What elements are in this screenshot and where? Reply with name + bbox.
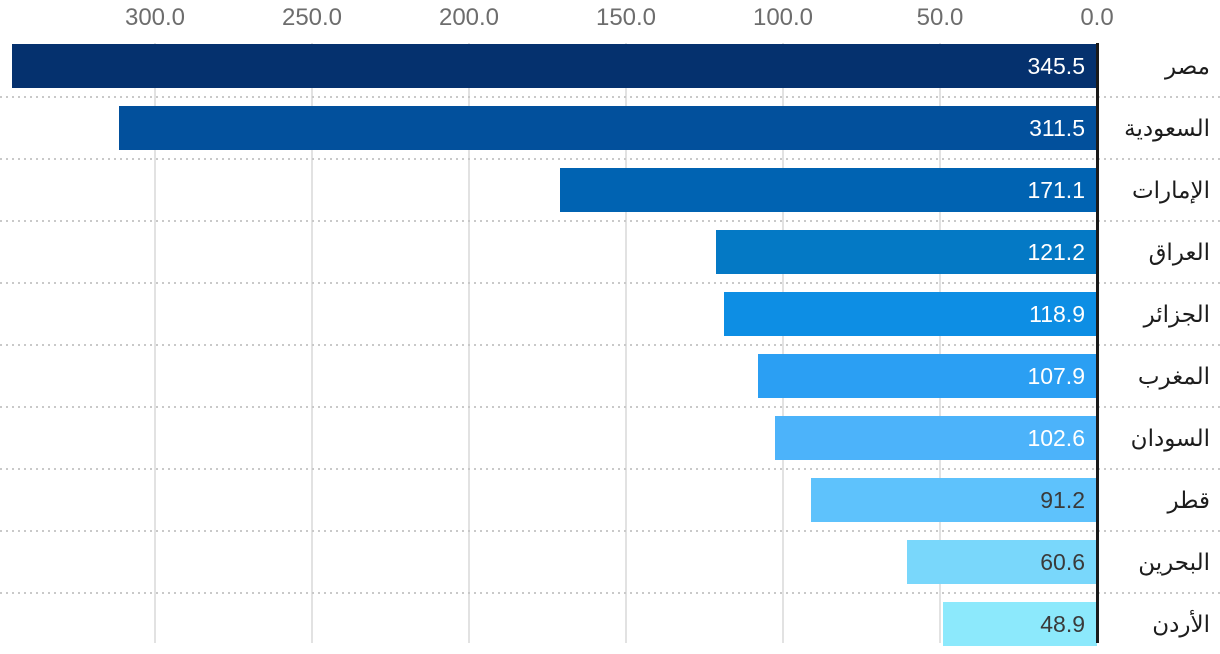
bar: [906, 539, 1097, 584]
row-separator: [0, 405, 1220, 408]
bar: [723, 292, 1097, 337]
row-separator: [0, 96, 1220, 99]
bar: [559, 168, 1097, 213]
row-separator: [0, 591, 1220, 594]
x-axis-tick-label: 200.0: [438, 4, 500, 31]
bar-value-label: 118.9: [1029, 301, 1085, 328]
x-axis-tick-label: 50.0: [916, 4, 964, 31]
category-label: مصر: [1165, 53, 1210, 80]
bar-value-label: 107.9: [1027, 363, 1085, 390]
row-separator: [0, 220, 1220, 223]
bar-value-label: 60.6: [1040, 548, 1085, 575]
x-axis-tick-label: 250.0: [281, 4, 343, 31]
y-axis-line: [1095, 43, 1099, 643]
row-separator: [0, 282, 1220, 285]
bar: [716, 230, 1097, 275]
bar: [774, 415, 1097, 460]
vertical-gridline: [625, 43, 627, 643]
category-label: الأردن: [1152, 610, 1210, 637]
bar-value-label: 48.9: [1040, 610, 1085, 637]
x-axis-tick-label: 150.0: [595, 4, 657, 31]
category-label: الإمارات: [1132, 177, 1210, 204]
category-label: السعودية: [1124, 115, 1210, 142]
bar: [810, 477, 1097, 522]
x-axis-tick-label: 0.0: [1080, 4, 1114, 31]
category-label: البحرين: [1138, 548, 1210, 575]
vertical-gridline: [311, 43, 313, 643]
bar-value-label: 345.5: [1027, 53, 1085, 80]
bar-value-label: 171.1: [1027, 177, 1085, 204]
bar: [943, 601, 1097, 646]
bar: [758, 354, 1097, 399]
bar-value-label: 311.5: [1029, 115, 1085, 142]
category-label: قطر: [1167, 486, 1210, 513]
vertical-gridline: [154, 43, 156, 643]
category-label: السودان: [1130, 424, 1210, 451]
row-separator: [0, 529, 1220, 532]
row-separator: [0, 344, 1220, 347]
x-axis-tick-label: 300.0: [124, 4, 186, 31]
category-label: العراق: [1148, 239, 1210, 266]
bar-value-label: 91.2: [1040, 486, 1085, 513]
bar: [12, 44, 1097, 89]
row-separator: [0, 158, 1220, 161]
bar-value-label: 102.6: [1027, 424, 1085, 451]
vertical-gridline: [468, 43, 470, 643]
vertical-gridline: [939, 43, 941, 643]
row-separator: [0, 467, 1220, 470]
vertical-gridline: [782, 43, 784, 643]
bar-value-label: 121.2: [1027, 239, 1085, 266]
x-axis-tick-label: 100.0: [752, 4, 814, 31]
category-label: المغرب: [1137, 363, 1210, 390]
category-label: الجزائر: [1143, 301, 1210, 328]
bar: [118, 106, 1097, 151]
